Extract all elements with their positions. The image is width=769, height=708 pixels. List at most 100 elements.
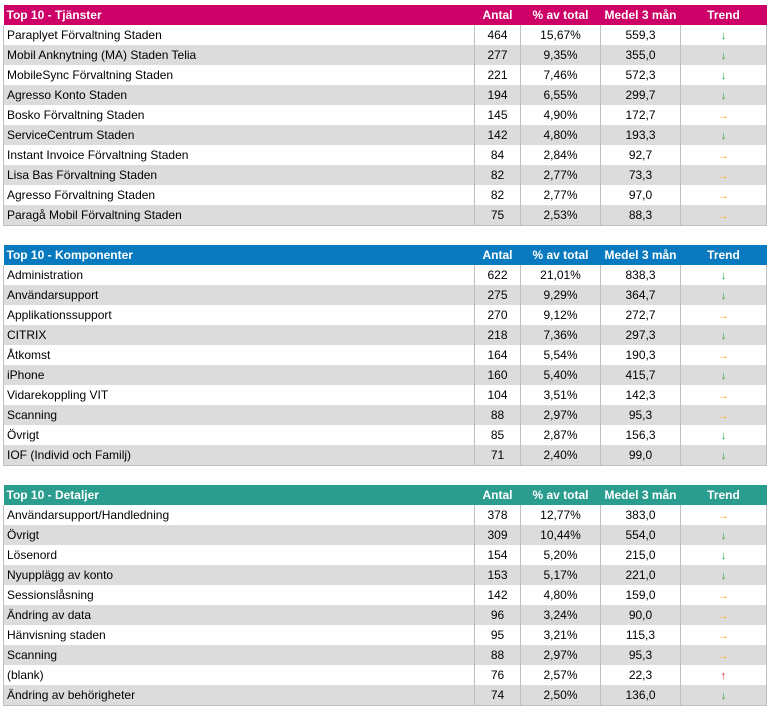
- row-medel: 221,0: [600, 565, 681, 585]
- row-trend: →: [680, 345, 767, 365]
- arrow-down-icon: ↓: [720, 290, 727, 302]
- row-antal: 145: [474, 105, 521, 125]
- table-row: Användarsupport/Handledning 378 12,77% 383,…: [3, 505, 767, 525]
- row-pct: 21,01%: [520, 265, 601, 285]
- row-pct: 3,51%: [520, 385, 601, 405]
- header-trend: Trend: [680, 245, 767, 265]
- header-medel: Medel 3 mån: [600, 245, 681, 265]
- table-row: Ändring av behörigheter 74 2,50% 136,0 ↓: [3, 685, 767, 706]
- row-name: iPhone: [3, 365, 475, 385]
- row-name: Instant Invoice Förvaltning Staden: [3, 145, 475, 165]
- row-antal: 153: [474, 565, 521, 585]
- row-name: Agresso Förvaltning Staden: [3, 185, 475, 205]
- row-medel: 115,3: [600, 625, 681, 645]
- row-medel: 73,3: [600, 165, 681, 185]
- row-name: MobileSync Förvaltning Staden: [3, 65, 475, 85]
- row-pct: 5,20%: [520, 545, 601, 565]
- table-row: (blank) 76 2,57% 22,3 ↑: [3, 665, 767, 685]
- row-pct: 7,36%: [520, 325, 601, 345]
- row-name: CITRIX: [3, 325, 475, 345]
- table-header-row: Top 10 - Komponenter Antal% av total Medel…: [3, 245, 767, 265]
- table-row: CITRIX 218 7,36% 297,3 ↓: [3, 325, 767, 345]
- row-name: Övrigt: [3, 425, 475, 445]
- row-trend: →: [680, 185, 767, 205]
- arrow-down-icon: ↓: [720, 689, 727, 702]
- row-name: Nyupplägg av konto: [3, 565, 475, 585]
- row-antal: 218: [474, 325, 521, 345]
- arrow-down-icon: ↓: [720, 30, 727, 42]
- row-trend: ↓: [680, 265, 767, 285]
- row-medel: 383,0: [600, 505, 681, 525]
- row-antal: 378: [474, 505, 521, 525]
- row-trend: ↓: [680, 565, 767, 585]
- row-medel: 99,0: [600, 445, 681, 466]
- row-antal: 84: [474, 145, 521, 165]
- row-trend: →: [680, 585, 767, 605]
- row-name: IOF (Individ och Familj): [3, 445, 475, 466]
- table-row: Applikationssupport 270 9,12% 272,7 →: [3, 305, 767, 325]
- row-medel: 156,3: [600, 425, 681, 445]
- table-row: Vidarekoppling VIT 104 3,51% 142,3 →: [3, 385, 767, 405]
- header-pct: % av total: [520, 245, 601, 265]
- row-medel: 572,3: [600, 65, 681, 85]
- row-name: Applikationssupport: [3, 305, 475, 325]
- row-trend: ↓: [680, 425, 767, 445]
- arrow-right-icon: →: [718, 590, 729, 602]
- row-antal: 194: [474, 85, 521, 105]
- row-antal: 82: [474, 185, 521, 205]
- row-name: Agresso Konto Staden: [3, 85, 475, 105]
- table-row: Agresso Förvaltning Staden 82 2,77% 97,0 →: [3, 185, 767, 205]
- row-name: Paragå Mobil Förvaltning Staden: [3, 205, 475, 226]
- row-name: Paraplyet Förvaltning Staden: [3, 25, 475, 45]
- row-name: Sessionslåsning: [3, 585, 475, 605]
- row-antal: 88: [474, 405, 521, 425]
- row-trend: ↓: [680, 545, 767, 565]
- row-name: Hänvisning staden: [3, 625, 475, 645]
- arrow-right-icon: →: [718, 410, 729, 422]
- row-name: Administration: [3, 265, 475, 285]
- row-medel: 272,7: [600, 305, 681, 325]
- table-row: Hänvisning staden 95 3,21% 115,3 →: [3, 625, 767, 645]
- table-row: ServiceCentrum Staden 142 4,80% 193,3 ↓: [3, 125, 767, 145]
- row-name: Användarsupport/Handledning: [3, 505, 475, 525]
- row-medel: 97,0: [600, 185, 681, 205]
- row-antal: 160: [474, 365, 521, 385]
- arrow-right-icon: →: [718, 630, 729, 642]
- row-pct: 9,35%: [520, 45, 601, 65]
- table-row: Sessionslåsning 142 4,80% 159,0 →: [3, 585, 767, 605]
- row-trend: →: [680, 105, 767, 125]
- row-medel: 299,7: [600, 85, 681, 105]
- header-medel: Medel 3 mån: [600, 5, 681, 25]
- arrow-down-icon: ↓: [720, 530, 727, 542]
- row-medel: 297,3: [600, 325, 681, 345]
- row-trend: →: [680, 405, 767, 425]
- header-pct: % av total: [520, 5, 601, 25]
- table-tjanster: Top 10 - Tjänster Antal% av total Medel 3 …: [3, 5, 767, 226]
- row-trend: ↓: [680, 285, 767, 305]
- row-medel: 95,3: [600, 645, 681, 665]
- table-row: Lisa Bas Förvaltning Staden 82 2,77% 73,3 →: [3, 165, 767, 185]
- row-trend: ↓: [680, 445, 767, 466]
- arrow-down-icon: ↓: [720, 370, 727, 382]
- row-trend: ↓: [680, 685, 767, 706]
- row-medel: 554,0: [600, 525, 681, 545]
- row-medel: 190,3: [600, 345, 681, 365]
- row-antal: 275: [474, 285, 521, 305]
- arrow-down-icon: ↓: [720, 50, 727, 62]
- row-name: Scanning: [3, 405, 475, 425]
- row-pct: 10,44%: [520, 525, 601, 545]
- row-name: Vidarekoppling VIT: [3, 385, 475, 405]
- row-trend: ↓: [680, 45, 767, 65]
- row-name: Ändring av behörigheter: [3, 685, 475, 706]
- row-pct: 2,53%: [520, 205, 601, 226]
- row-trend: →: [680, 145, 767, 165]
- row-pct: 3,24%: [520, 605, 601, 625]
- table-row: Åtkomst 164 5,54% 190,3 →: [3, 345, 767, 365]
- header-medel: Medel 3 mån: [600, 485, 681, 505]
- row-trend: ↓: [680, 125, 767, 145]
- row-pct: 4,90%: [520, 105, 601, 125]
- table-row: Bosko Förvaltning Staden 145 4,90% 172,7 →: [3, 105, 767, 125]
- row-medel: 159,0: [600, 585, 681, 605]
- arrow-down-icon: ↓: [720, 130, 727, 142]
- arrow-right-icon: →: [718, 310, 729, 322]
